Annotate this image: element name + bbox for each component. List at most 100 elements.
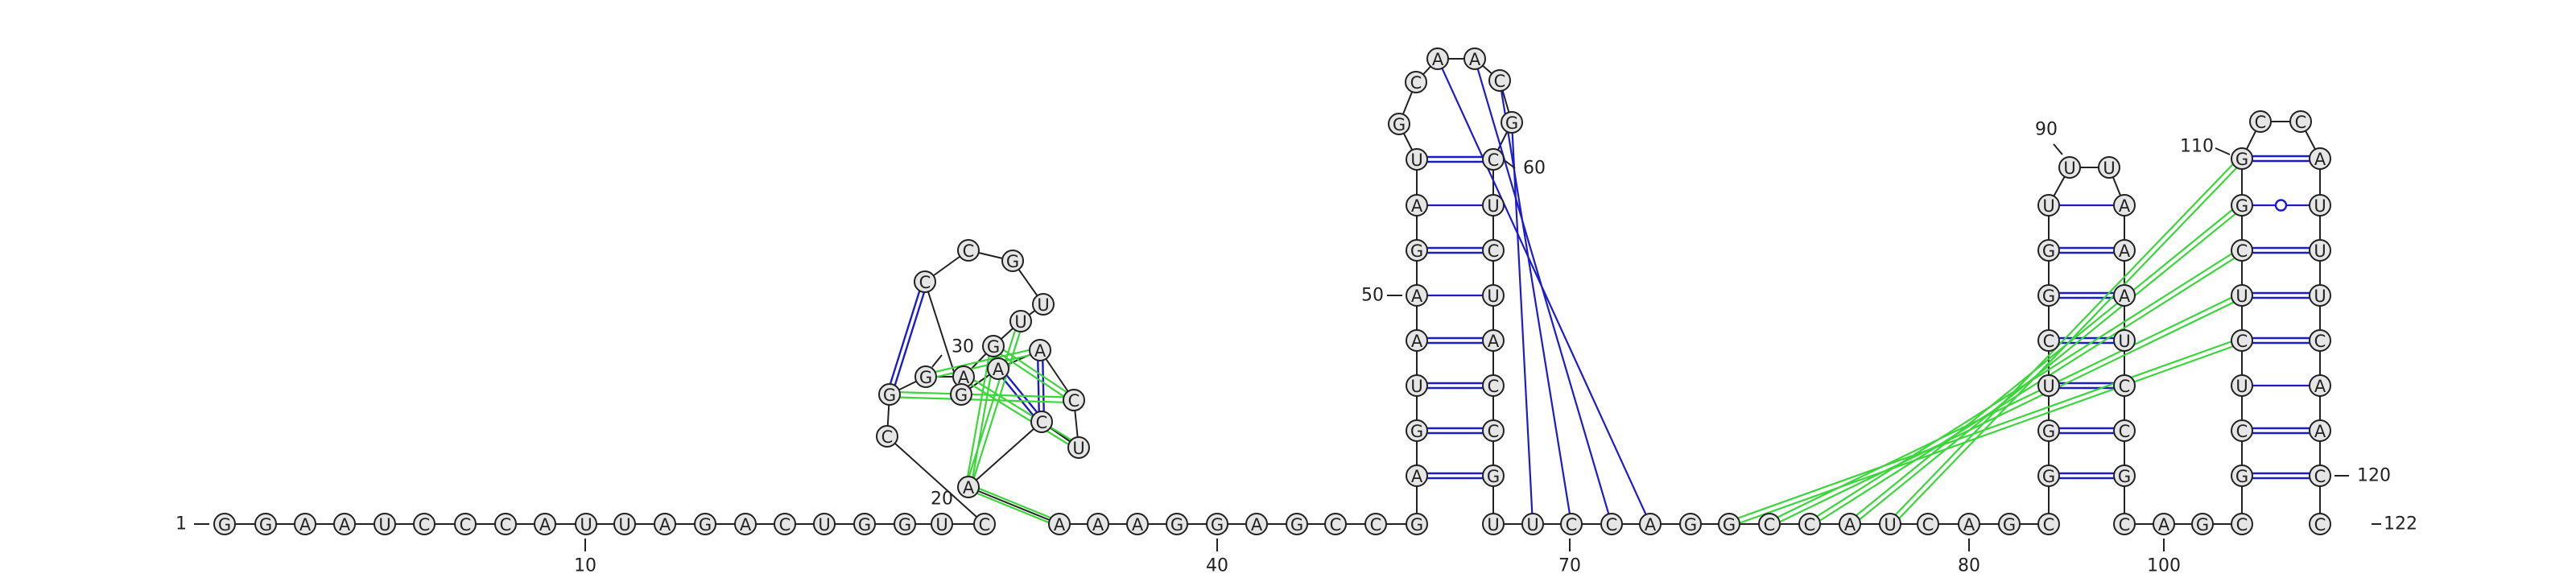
- canonical-pair-line: [889, 291, 921, 385]
- nucleotide-circle: [1426, 47, 1449, 70]
- nucleotide-circle: [213, 513, 236, 535]
- nucleotide-letter: U: [2042, 196, 2054, 216]
- nucleotide: C: [2037, 329, 2060, 352]
- nucleotide-circle: [613, 513, 636, 535]
- nucleotide-letter: A: [2314, 422, 2326, 441]
- nucleotide-letter: A: [1411, 467, 1423, 486]
- nucleotide-letter: C: [1488, 422, 1500, 441]
- nucleotide-letter: A: [659, 515, 671, 535]
- nucleotide-circle: [1917, 513, 1939, 535]
- position-label: 90: [2035, 120, 2058, 140]
- nucleotide-letter: U: [2314, 196, 2326, 216]
- nucleotide-circle: [853, 513, 876, 535]
- nucleotide-letter: A: [2119, 287, 2131, 306]
- nucleotide-letter: U: [2314, 287, 2326, 306]
- backbone-segment: [968, 421, 1042, 488]
- nucleotide: C: [2231, 329, 2253, 352]
- nucleotide-circle: [2309, 513, 2331, 535]
- nucleotide-circle: [931, 513, 953, 535]
- nucleotide: G: [2113, 464, 2136, 487]
- nucleotide-letter: G: [2196, 515, 2209, 535]
- nucleotide-circle: [1482, 284, 1505, 307]
- nucleotide-letter: A: [1645, 515, 1657, 535]
- nucleotide: A: [534, 513, 556, 535]
- nucleotide-letter: C: [881, 427, 894, 447]
- position-label: 122: [2384, 514, 2417, 535]
- nucleotide-letter: C: [1922, 515, 1934, 535]
- nucleotide: A: [294, 513, 316, 535]
- position-label: 20: [931, 489, 953, 510]
- nucleotide-letter: C: [1764, 515, 1776, 535]
- nucleotide-letter: U: [1014, 312, 1026, 332]
- nucleotide: G: [1482, 464, 1505, 487]
- nucleotide-circle: [774, 513, 796, 535]
- canonical-pair-line: [1005, 374, 1038, 413]
- nucleotide-letter: C: [1410, 73, 1422, 93]
- nucleotide-letter: A: [2119, 196, 2131, 216]
- nucleotide: A: [2153, 513, 2175, 535]
- nucleotide-circle: [534, 513, 556, 535]
- nucleotide: G: [1406, 239, 1428, 262]
- nucleotide-letter: A: [1411, 332, 1423, 351]
- position-tick: [2215, 147, 2231, 155]
- nucleotide-circle: [1406, 513, 1428, 535]
- position-label: 10: [574, 556, 597, 576]
- nucleotide-circle: [2153, 513, 2175, 535]
- nucleotide-letter: A: [963, 478, 975, 497]
- nucleotide-letter: U: [935, 515, 947, 535]
- nucleotide: U: [613, 513, 636, 535]
- nucleotide-letter: U: [580, 515, 592, 535]
- nucleotide: G: [1718, 513, 1740, 535]
- nucleotide: C: [1560, 513, 1583, 535]
- nucleotide: A: [734, 513, 757, 535]
- nucleotide: G: [1166, 513, 1188, 535]
- nucleotide-circle: [575, 513, 597, 535]
- nucleotide: U: [1009, 310, 1032, 332]
- nucleotide-circle: [1206, 513, 1228, 535]
- nucleotide-letter: A: [2119, 241, 2131, 261]
- nucleotide-letter: A: [1092, 515, 1104, 535]
- nucleotide: G: [213, 513, 236, 535]
- nucleotide: A: [1087, 513, 1109, 535]
- nucleotide-letter: A: [1469, 50, 1481, 69]
- nucleotide-letter: G: [919, 368, 932, 387]
- nucleotide-circle: [2231, 147, 2253, 170]
- nucleotide-letter: C: [1566, 515, 1578, 535]
- nucleotide-letter: U: [1884, 515, 1896, 535]
- nucleotide-letter: G: [1410, 422, 1423, 441]
- nucleotide-letter: A: [339, 515, 351, 535]
- nucleotide-circle: [2289, 110, 2312, 133]
- nucleotide: A: [1406, 284, 1428, 307]
- nucleotide-circle: [1406, 284, 1428, 307]
- nucleotide-letter: G: [2042, 422, 2055, 441]
- nucleotide-circle: [914, 365, 937, 388]
- nucleotide-letter: A: [1488, 332, 1500, 351]
- nucleotide-circle: [494, 513, 517, 535]
- nucleotide-letter: C: [919, 273, 931, 292]
- position-label: 70: [1558, 556, 1581, 576]
- nucleotide-circle: [654, 513, 676, 535]
- nucleotide: A: [1406, 464, 1428, 487]
- nucleotide-circle: [2309, 419, 2331, 442]
- nucleotide: U: [2309, 284, 2331, 307]
- nucleotide: U: [2113, 329, 2136, 352]
- nucleotide: A: [957, 476, 980, 498]
- nucleotide-circle: [1029, 339, 1051, 361]
- nucleotide-circle: [2037, 419, 2060, 442]
- nucleotide-circle: [2231, 374, 2253, 397]
- nucleotide-letter: G: [1290, 515, 1303, 535]
- position-label: 1: [175, 514, 187, 535]
- position-label: 120: [2357, 466, 2391, 486]
- nucleotide-circle: [1406, 464, 1428, 487]
- nucleotide-letter: G: [2118, 467, 2131, 486]
- pseudoknot-pair-line: [970, 383, 1069, 445]
- nucleotide-letter: A: [1132, 515, 1144, 535]
- nucleotide-letter: C: [1068, 391, 1080, 411]
- long-range-pair-line: [1500, 90, 1571, 514]
- nucleotide-circle: [1048, 513, 1071, 535]
- nucleotide-circle: [1488, 69, 1511, 92]
- position-label: 60: [1523, 159, 1546, 179]
- pseudoknot-pair-line: [968, 330, 1017, 477]
- canonical-pair-line: [1001, 378, 1034, 416]
